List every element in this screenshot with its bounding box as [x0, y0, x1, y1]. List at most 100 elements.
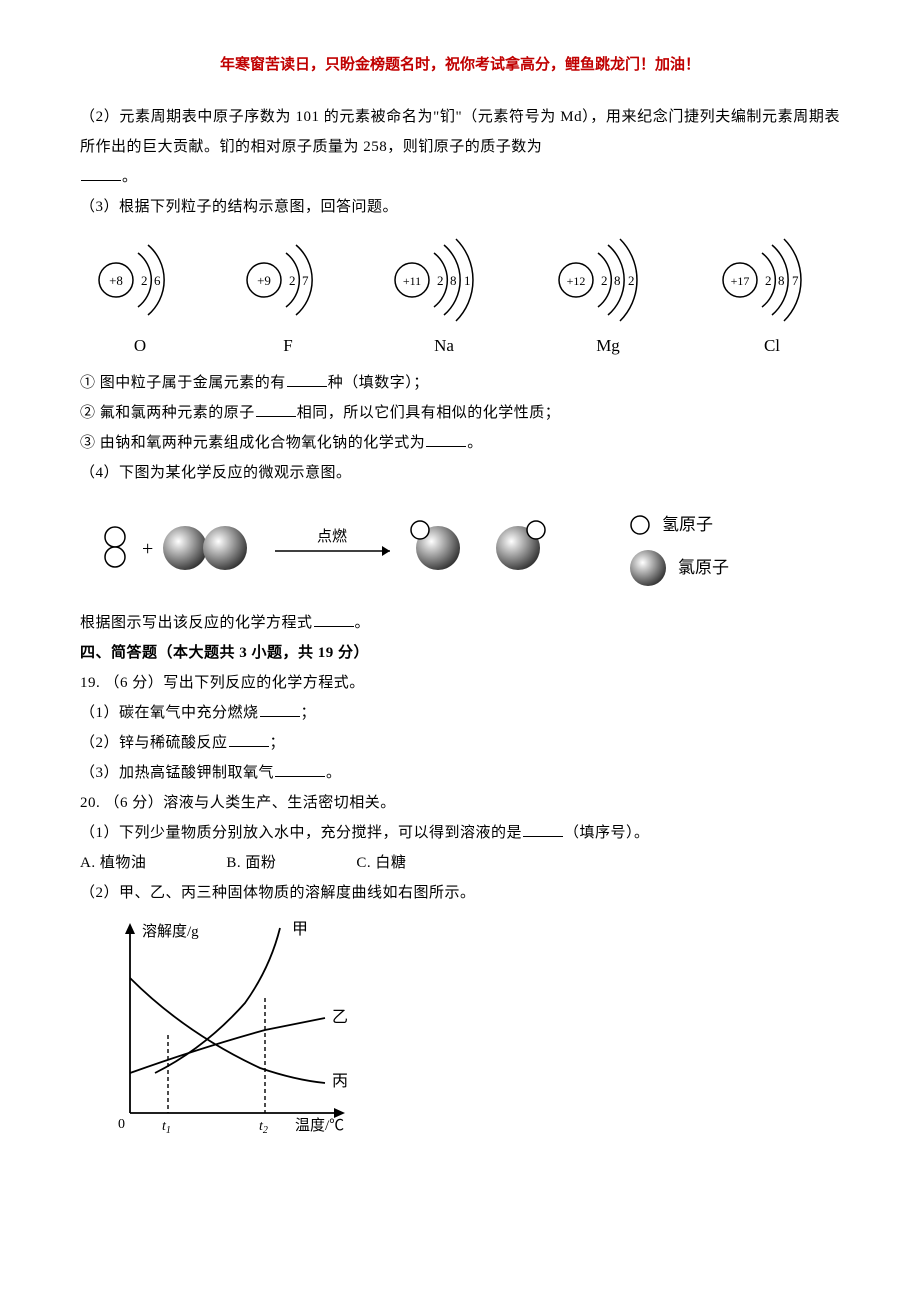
svg-text:7: 7: [302, 273, 309, 288]
svg-text:乙: 乙: [332, 1009, 348, 1026]
para-q2: （2）元素周期表中原子序数为 101 的元素被命名为"钔"（元素符号为 Md），…: [80, 102, 840, 162]
q19-1: （1）碳在氧气中充分燃烧；: [80, 698, 840, 728]
svg-text:2: 2: [289, 273, 296, 288]
blank-q19-1: [260, 699, 300, 717]
reaction-diagram: + 点燃 氢原子 氯原子: [100, 508, 840, 588]
atom-na-svg: +11 2 8 1: [386, 237, 502, 323]
solubility-chart: 溶解度/g 温度/℃ 0 t1 t2 甲 乙 丙: [100, 918, 840, 1149]
atom-mg-svg: +12 2 8 2: [550, 237, 666, 323]
svg-text:7: 7: [792, 273, 799, 288]
svg-text:2: 2: [765, 273, 772, 288]
para5: 根据图示写出该反应的化学方程式 。: [80, 608, 840, 638]
blank-q3-1: [287, 369, 327, 387]
atom-diagrams-row: +8 2 6 O +9 2 7 F +11 2 8 1: [80, 237, 840, 363]
q19: 19. （6 分）写出下列反应的化学方程式。: [80, 668, 840, 698]
q20-1-b: （填序号）。: [564, 825, 650, 841]
q20-2: （2）甲、乙、丙三种固体物质的溶解度曲线如右图所示。: [80, 878, 840, 908]
svg-text:丙: 丙: [332, 1073, 348, 1090]
blank-q3-3: [426, 429, 466, 447]
svg-text:+11: +11: [403, 274, 421, 288]
para-q4: （4）下图为某化学反应的微观示意图。: [80, 458, 840, 488]
opt-b: B. 面粉: [226, 848, 276, 878]
atom-o-svg: +8 2 6: [90, 237, 190, 323]
svg-text:2: 2: [141, 273, 148, 288]
svg-text:0: 0: [118, 1117, 125, 1132]
svg-text:2: 2: [437, 273, 444, 288]
q3-2: ② 氟和氯两种元素的原子 相同，所以它们具有相似的化学性质；: [80, 398, 840, 428]
para-q2-tail: 。: [80, 162, 840, 192]
q3-3: ③ 由钠和氧两种元素组成化合物氧化钠的化学式为 。: [80, 428, 840, 458]
atom-cl-label: Cl: [764, 329, 780, 363]
atom-na-label: Na: [434, 329, 454, 363]
atom-cl-svg: +17 2 8 7: [714, 237, 830, 323]
blank-q20-1: [523, 819, 563, 837]
atom-f-label: F: [283, 329, 292, 363]
q19-2: （2）锌与稀硫酸反应 ；: [80, 728, 840, 758]
svg-text:温度/℃: 温度/℃: [295, 1117, 344, 1134]
q3-3-a: ③ 由钠和氧两种元素组成化合物氧化钠的化学式为: [80, 435, 425, 451]
svg-text:+17: +17: [731, 274, 750, 288]
q20-options: A. 植物油 B. 面粉 C. 白糖: [80, 848, 840, 878]
opt-c: C. 白糖: [356, 848, 406, 878]
q19-3-b: 。: [326, 765, 342, 781]
q19-3: （3）加热高锰酸钾制取氧气 。: [80, 758, 840, 788]
atom-f-svg: +9 2 7: [238, 237, 338, 323]
q20-1: （1）下列少量物质分别放入水中，充分搅拌，可以得到溶液的是 （填序号）。: [80, 818, 840, 848]
q19-1-a: （1）碳在氧气中充分燃烧: [80, 705, 259, 721]
q20-text: 20. （6 分）溶液与人类生产、生活密切相关。: [80, 795, 396, 811]
cl-atom-icon: [628, 548, 668, 588]
svg-text:8: 8: [450, 273, 457, 288]
atom-mg: +12 2 8 2 Mg: [550, 237, 666, 363]
legend-h: 氢原子: [628, 508, 729, 542]
svg-text:点燃: 点燃: [317, 527, 347, 545]
q3-2-b: 相同，所以它们具有相似的化学性质；: [297, 405, 561, 421]
q3-1-b: 种（填数字）；: [328, 375, 429, 391]
reaction-svg: + 点燃: [100, 513, 570, 583]
svg-text:6: 6: [154, 273, 161, 288]
svg-text:+: +: [142, 538, 153, 560]
q3-3-b: 。: [467, 435, 483, 451]
svg-text:2: 2: [601, 273, 608, 288]
q3-2-a: ② 氟和氯两种元素的原子: [80, 405, 255, 421]
q3-1: ① 图中粒子属于金属元素的有 种（填数字）；: [80, 368, 840, 398]
atom-f: +9 2 7 F: [238, 237, 338, 363]
svg-text:8: 8: [614, 273, 621, 288]
atom-cl: +17 2 8 7 Cl: [714, 237, 830, 363]
blank-proton-number: [81, 163, 121, 181]
para5-b: 。: [355, 615, 371, 631]
blank-q19-3: [275, 759, 325, 777]
q2-tail: 。: [122, 169, 138, 185]
svg-text:8: 8: [778, 273, 785, 288]
atom-o: +8 2 6 O: [90, 237, 190, 363]
legend-h-label: 氢原子: [662, 508, 713, 542]
para5-a: 根据图示写出该反应的化学方程式: [80, 615, 313, 631]
solubility-svg: 溶解度/g 温度/℃ 0 t1 t2 甲 乙 丙: [100, 918, 380, 1138]
section4-text: 四、简答题（本大题共 3 小题，共 19 分）: [80, 645, 369, 661]
svg-text:+9: +9: [257, 273, 271, 288]
page-header-banner: 年寒窗苦读日，只盼金榜题名时，祝你考试拿高分，鲤鱼跳龙门！加油！: [80, 50, 840, 80]
svg-text:甲: 甲: [292, 921, 308, 938]
q20-1-a: （1）下列少量物质分别放入水中，充分搅拌，可以得到溶液的是: [80, 825, 522, 841]
q3-1-a: ① 图中粒子属于金属元素的有: [80, 375, 286, 391]
reaction-legend: 氢原子 氯原子: [628, 508, 729, 588]
legend-cl-label: 氯原子: [678, 551, 729, 585]
q19-2-b: ；: [270, 735, 286, 751]
q19-text: 19. （6 分）写出下列反应的化学方程式。: [80, 675, 365, 691]
svg-text:1: 1: [464, 273, 471, 288]
header-text: 年寒窗苦读日，只盼金榜题名时，祝你考试拿高分，鲤鱼跳龙门！加油！: [220, 56, 700, 73]
svg-text:+12: +12: [567, 274, 586, 288]
q19-2-a: （2）锌与稀硫酸反应: [80, 735, 228, 751]
section-4-header: 四、简答题（本大题共 3 小题，共 19 分）: [80, 638, 840, 668]
para-q3: （3）根据下列粒子的结构示意图，回答问题。: [80, 192, 840, 222]
blank-q19-2: [229, 729, 269, 747]
q19-3-a: （3）加热高锰酸钾制取氧气: [80, 765, 274, 781]
svg-text:t1: t1: [162, 1119, 171, 1136]
q20-2-text: （2）甲、乙、丙三种固体物质的溶解度曲线如右图所示。: [80, 885, 476, 901]
q4-text: （4）下图为某化学反应的微观示意图。: [80, 465, 352, 481]
atom-o-label: O: [134, 329, 146, 363]
atom-na: +11 2 8 1 Na: [386, 237, 502, 363]
legend-cl: 氯原子: [628, 548, 729, 588]
atom-mg-label: Mg: [596, 329, 620, 363]
svg-text:t2: t2: [259, 1119, 268, 1136]
blank-equation: [314, 609, 354, 627]
